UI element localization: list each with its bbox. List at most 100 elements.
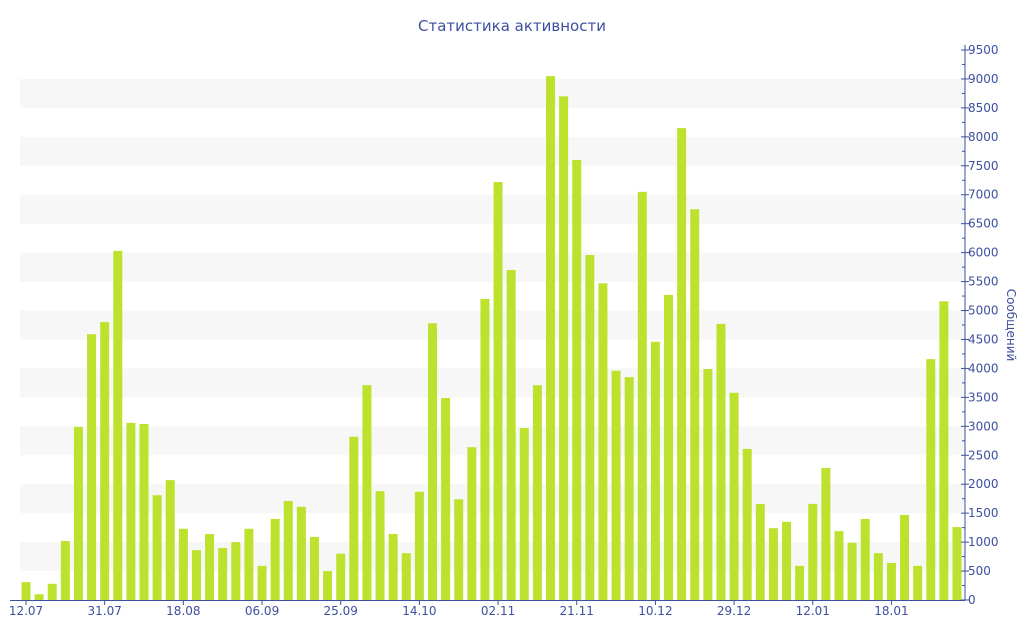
bar	[100, 322, 110, 600]
y-tick-label: 1000	[968, 535, 999, 549]
x-tick-label: 31.07	[87, 604, 121, 618]
bar	[690, 209, 700, 601]
y-tick-label: 8500	[968, 101, 999, 115]
bar	[414, 491, 424, 600]
bar	[401, 553, 411, 600]
bar	[860, 518, 870, 600]
bar	[952, 527, 962, 600]
bar	[375, 491, 385, 600]
y-axis-title: Сообщений	[1004, 289, 1018, 362]
x-tick-label: 29.12	[717, 604, 751, 618]
y-tick-label: 1500	[968, 506, 999, 520]
bar	[309, 536, 319, 600]
x-tick-label: 25.09	[324, 604, 358, 618]
bar	[624, 377, 634, 600]
bar	[296, 506, 306, 600]
bar	[73, 426, 83, 600]
bar	[795, 565, 805, 600]
bar	[34, 594, 44, 600]
y-tick-label: 3000	[968, 419, 999, 433]
bar	[21, 582, 31, 600]
x-tick-label: 18.08	[166, 604, 200, 618]
bar	[218, 547, 228, 600]
bar	[283, 501, 293, 600]
y-tick-label: 500	[968, 564, 991, 578]
bar	[808, 503, 818, 600]
bar	[532, 385, 542, 600]
bar	[847, 542, 857, 600]
bar	[585, 254, 595, 600]
y-tick-label: 0	[968, 593, 976, 607]
bar	[559, 96, 569, 600]
bar	[244, 528, 254, 600]
bar	[152, 495, 162, 600]
bar	[87, 334, 97, 600]
bar	[873, 553, 883, 600]
bar	[637, 191, 647, 600]
grid-band	[20, 310, 965, 340]
bar	[742, 448, 752, 600]
bar	[257, 565, 267, 600]
bar	[834, 531, 844, 600]
y-tick-label: 5500	[968, 275, 999, 289]
bar	[821, 468, 831, 600]
y-tick-label: 7500	[968, 159, 999, 173]
bar	[729, 392, 739, 600]
bar	[519, 428, 529, 600]
grid-band	[20, 78, 965, 108]
bar	[572, 160, 582, 600]
bar	[139, 424, 149, 600]
x-tick-label: 06.09	[245, 604, 279, 618]
bar	[113, 250, 123, 601]
bar	[60, 540, 70, 600]
bar	[755, 503, 765, 600]
grid-band	[20, 136, 965, 166]
chart-title: Статистика активности	[418, 17, 606, 35]
y-tick-label: 2500	[968, 448, 999, 462]
y-tick-label: 6500	[968, 217, 999, 231]
y-tick-label: 2000	[968, 477, 999, 491]
bar	[664, 294, 674, 600]
x-tick-label: 10.12	[638, 604, 672, 618]
bar	[480, 298, 490, 600]
y-tick-label: 6000	[968, 246, 999, 260]
bar	[703, 369, 713, 600]
bar	[427, 323, 437, 600]
bar	[388, 534, 398, 600]
bar	[939, 301, 949, 600]
bar	[598, 283, 608, 600]
bar	[441, 397, 451, 600]
bar	[611, 370, 621, 600]
y-tick-label: 4000	[968, 361, 999, 375]
grid-band	[20, 426, 965, 456]
bar	[493, 182, 503, 600]
x-tick-label: 21.11	[560, 604, 594, 618]
bar	[336, 553, 346, 600]
bar	[782, 521, 792, 600]
bar	[362, 385, 372, 600]
y-tick-label: 4500	[968, 332, 999, 346]
x-tick-label: 12.07	[9, 604, 43, 618]
y-tick-label: 9500	[968, 43, 999, 57]
bar	[231, 542, 241, 600]
grid-band	[20, 542, 965, 572]
y-tick-label: 3500	[968, 390, 999, 404]
bar	[47, 583, 57, 600]
x-tick-label: 14.10	[402, 604, 436, 618]
bar	[677, 128, 687, 600]
bar	[191, 550, 201, 600]
bar	[926, 359, 936, 600]
x-tick-label: 18.01	[874, 604, 908, 618]
x-tick-label: 02.11	[481, 604, 515, 618]
bar	[323, 571, 333, 600]
bar	[467, 447, 477, 600]
grid-band	[20, 368, 965, 398]
bar	[913, 565, 923, 600]
bar	[768, 528, 778, 600]
y-tick-label: 5000	[968, 304, 999, 318]
bar	[454, 499, 464, 600]
bar	[126, 422, 136, 600]
bar	[886, 562, 896, 600]
